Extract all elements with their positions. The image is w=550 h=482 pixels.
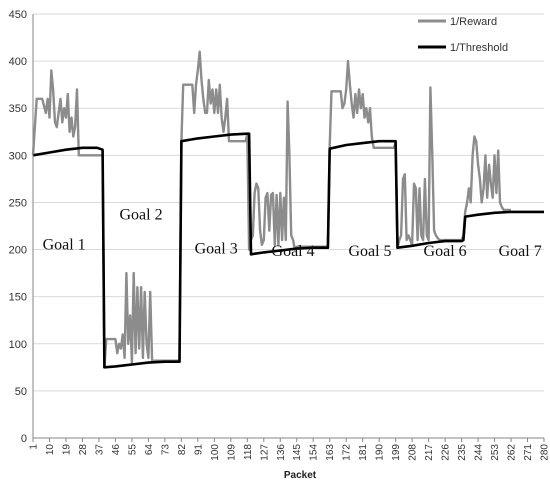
legend-label-reward: 1/Reward [450,16,497,28]
x-tick-label: 28 [78,444,89,456]
goal-label: Goal 3 [195,240,238,257]
x-tick-label: 262 [507,444,518,461]
goal-label: Goal 1 [43,237,86,254]
x-tick-label: 181 [358,444,369,461]
series-line-reward [31,50,511,369]
x-tick-label: 55 [127,444,138,456]
legend-label-threshold: 1/Threshold [450,42,508,54]
goal-label: Goal 4 [272,243,315,260]
goal-label: Goal 6 [424,243,467,260]
goal-label: Goal 2 [120,206,163,223]
y-tick-label: 250 [9,197,27,209]
x-tick-label: 226 [441,444,452,461]
x-tick-label: 1 [29,444,40,450]
x-tick-label: 82 [177,444,188,456]
y-tick-label: 450 [9,9,27,21]
x-tick-label: 244 [474,444,485,461]
y-tick-label: 100 [9,339,27,351]
series-lines [31,50,544,369]
x-tick-label: 73 [160,444,171,456]
x-tick-label: 46 [111,444,122,456]
goal-annotations: Goal 1 Goal 2 Goal 3 Goal 4 Goal 5 Goal 6 Goal… [43,206,542,260]
x-tick-label: 109 [226,444,237,461]
x-tick-label: 145 [292,444,303,461]
legend: 1/Reward 1/Threshold [418,16,508,54]
x-tick-label: 127 [259,444,270,461]
x-tick-label: 154 [309,444,320,461]
x-axis-title: Packet [284,470,317,481]
x-tick-labels: 1 10 19 28 37 46 55 64 73 82 91 100 109 118 127 136 145 1… [29,444,550,461]
goal-label: Goal 7 [499,243,542,260]
x-tick-label: 37 [94,444,105,456]
x-tick-label: 280 [540,444,550,461]
x-tick-label: 91 [193,444,204,456]
y-tick-label: 200 [9,245,27,257]
x-tick-label: 100 [210,444,221,461]
goal-label: Goal 5 [348,243,391,260]
x-tick-label: 271 [523,444,534,461]
series-line-threshold [32,132,544,369]
y-tick-label: 0 [21,433,27,445]
y-tick-label: 150 [9,292,27,304]
x-tick-label: 10 [45,444,56,456]
axes [32,14,545,442]
x-tick-label: 163 [325,444,336,461]
x-tick-label: 136 [276,444,287,461]
y-tick-label: 300 [9,150,27,162]
y-tick-labels: 0 50 100 150 200 250 300 350 400 450 [9,9,27,445]
x-tick-label: 199 [391,444,402,461]
x-tick-label: 118 [243,444,254,460]
x-tick-label: 64 [144,444,155,456]
y-tick-label: 350 [9,103,27,115]
y-tick-label: 400 [9,56,27,68]
x-tick-label: 19 [61,444,72,456]
x-tick-label: 208 [408,444,419,461]
x-tick-label: 235 [457,444,468,461]
x-tick-label: 253 [490,444,501,461]
x-tick-label: 172 [342,444,353,461]
x-tick-label: 190 [375,444,386,461]
y-tick-label: 50 [15,386,27,398]
x-tick-label: 217 [424,444,435,461]
